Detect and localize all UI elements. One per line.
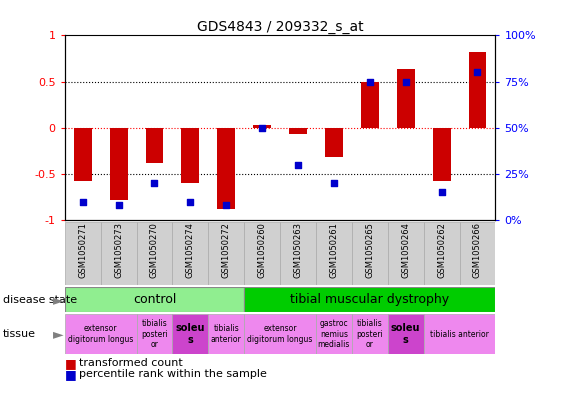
Text: ■: ■ (65, 368, 81, 381)
Text: tibial muscular dystrophy: tibial muscular dystrophy (291, 293, 449, 306)
Bar (244, 314, 316, 354)
Bar (65, 222, 101, 285)
Text: extensor
digitorum longus: extensor digitorum longus (247, 324, 313, 344)
Bar (388, 222, 424, 285)
Bar (432, 128, 450, 181)
Point (365, 79, 374, 85)
Bar (110, 128, 128, 200)
Bar (280, 222, 316, 285)
Bar (101, 222, 137, 285)
Bar (424, 314, 495, 354)
Bar (217, 128, 235, 209)
Point (114, 202, 123, 208)
Text: GSM1050265: GSM1050265 (365, 222, 374, 278)
Bar (208, 314, 244, 354)
Text: extensor
digitorum longus: extensor digitorum longus (68, 324, 133, 344)
Text: GSM1050270: GSM1050270 (150, 222, 159, 278)
Text: tibialis
anterior: tibialis anterior (211, 324, 242, 344)
Bar (388, 314, 424, 354)
Bar (74, 128, 92, 181)
Text: GSM1050260: GSM1050260 (258, 222, 267, 278)
Text: GSM1050274: GSM1050274 (186, 222, 195, 278)
Text: GSM1050271: GSM1050271 (78, 222, 87, 278)
Text: GSM1050272: GSM1050272 (222, 222, 231, 278)
Text: disease state: disease state (3, 295, 77, 305)
Point (437, 189, 446, 196)
Point (186, 198, 195, 205)
Point (401, 79, 410, 85)
Text: GSM1050263: GSM1050263 (293, 222, 302, 278)
Bar (137, 222, 172, 285)
Text: tibialis
posteri
or: tibialis posteri or (356, 319, 383, 349)
Point (78, 198, 87, 205)
Text: ■: ■ (65, 357, 81, 370)
Text: tissue: tissue (3, 329, 36, 339)
Point (329, 180, 338, 186)
Bar (244, 222, 280, 285)
Text: ►: ► (53, 327, 64, 341)
Bar (253, 125, 271, 128)
Text: control: control (133, 293, 176, 306)
Bar (244, 287, 495, 312)
Text: gastroc
nemius
medialis: gastroc nemius medialis (318, 319, 350, 349)
Bar (361, 82, 379, 128)
Point (473, 69, 482, 75)
Bar (352, 314, 388, 354)
Text: GSM1050266: GSM1050266 (473, 222, 482, 278)
Bar (65, 314, 137, 354)
Bar (137, 314, 172, 354)
Point (293, 162, 302, 168)
Title: GDS4843 / 209332_s_at: GDS4843 / 209332_s_at (197, 20, 363, 34)
Bar (172, 314, 208, 354)
Bar (459, 222, 495, 285)
Bar (316, 314, 352, 354)
Bar (468, 52, 486, 128)
Bar (325, 128, 343, 157)
Text: soleu
s: soleu s (176, 323, 205, 345)
Text: tibialis anterior: tibialis anterior (430, 330, 489, 338)
Bar (172, 222, 208, 285)
Text: GSM1050264: GSM1050264 (401, 222, 410, 278)
Bar (316, 222, 352, 285)
Point (222, 202, 231, 208)
Bar (352, 222, 388, 285)
Text: GSM1050261: GSM1050261 (329, 222, 338, 278)
Text: soleu
s: soleu s (391, 323, 421, 345)
Text: GSM1050262: GSM1050262 (437, 222, 446, 278)
Bar (65, 287, 244, 312)
Text: percentile rank within the sample: percentile rank within the sample (79, 369, 267, 379)
Bar (208, 222, 244, 285)
Bar (289, 128, 307, 134)
Point (258, 125, 267, 131)
Text: GSM1050273: GSM1050273 (114, 222, 123, 278)
Text: transformed count: transformed count (79, 358, 182, 368)
Bar (424, 222, 459, 285)
Text: tibialis
posteri
or: tibialis posteri or (141, 319, 168, 349)
Bar (397, 69, 415, 128)
Point (150, 180, 159, 186)
Bar (181, 128, 199, 183)
Text: ►: ► (53, 293, 64, 307)
Bar (145, 128, 163, 163)
